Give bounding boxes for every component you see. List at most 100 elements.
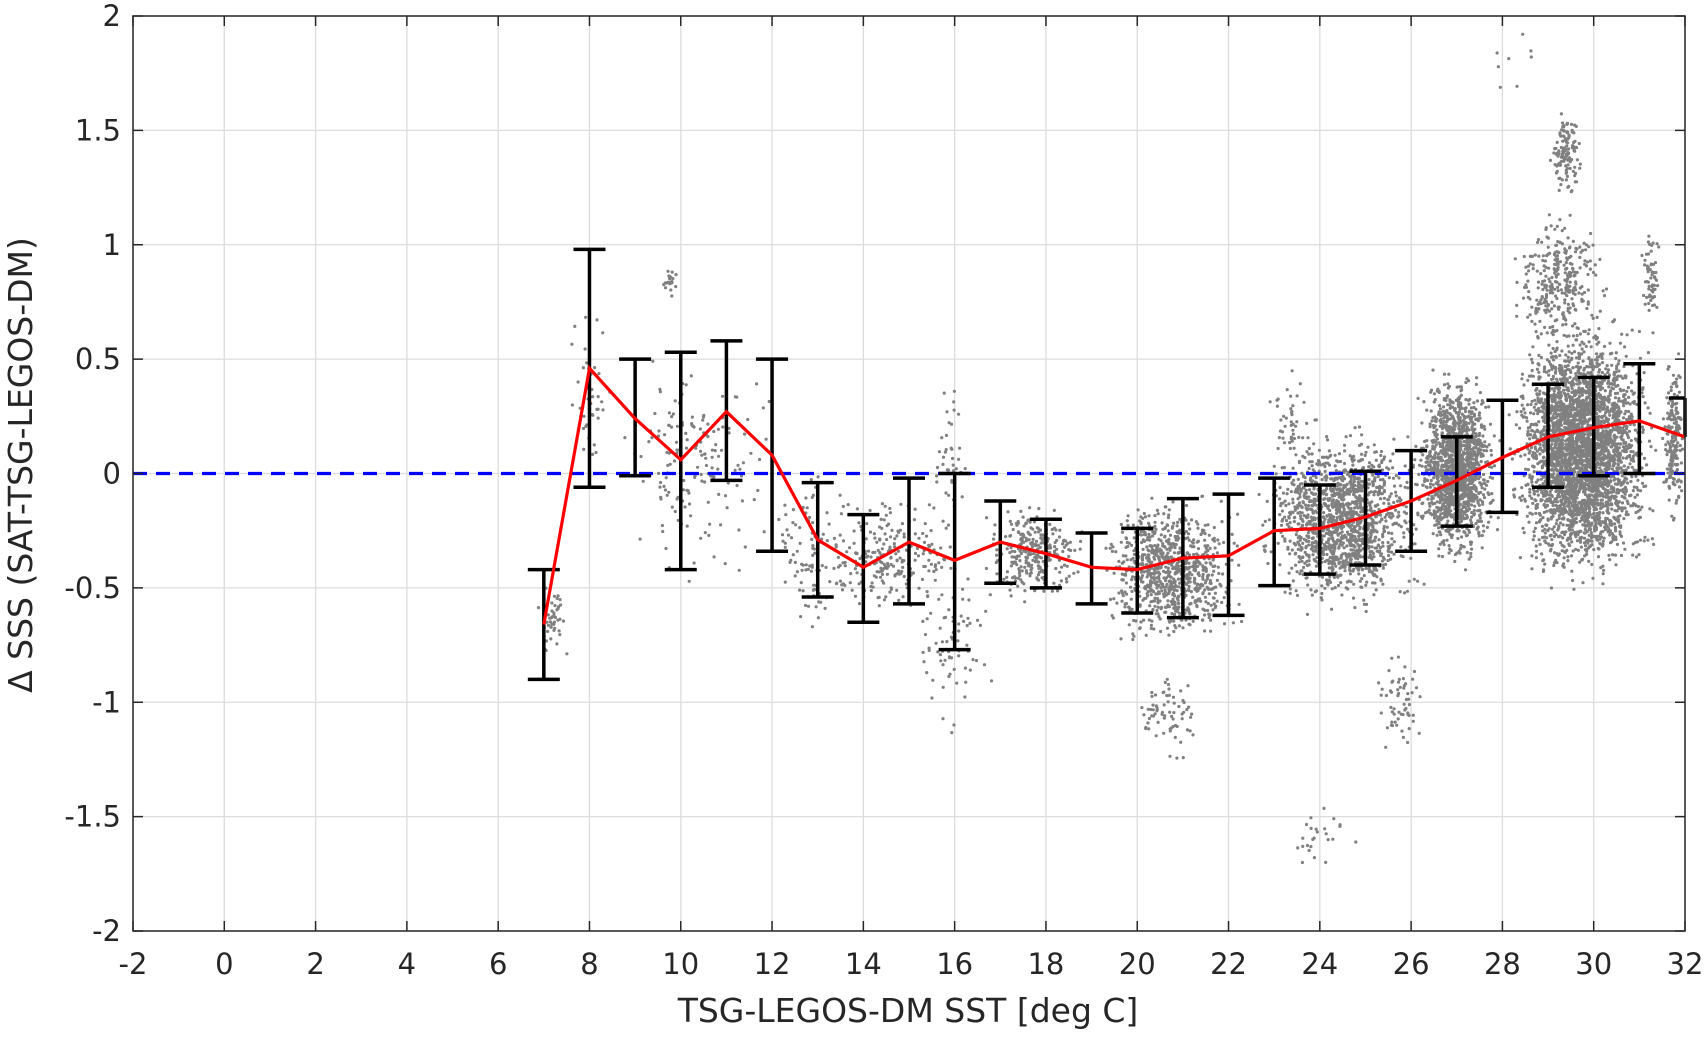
scatter-point — [1444, 528, 1448, 533]
scatter-point — [1024, 539, 1028, 543]
scatter-point — [852, 529, 856, 533]
scatter-point — [1406, 692, 1410, 696]
scatter-point — [1117, 591, 1121, 595]
scatter-point — [1173, 605, 1177, 609]
scatter-point — [1345, 482, 1349, 486]
scatter-point — [1488, 422, 1493, 426]
scatter-point — [1294, 589, 1298, 593]
scatter-point — [1472, 483, 1476, 488]
scatter-point — [1381, 535, 1385, 539]
scatter-point — [1481, 454, 1485, 458]
scatter-point — [866, 549, 871, 553]
scatter-point — [1021, 515, 1025, 519]
scatter-point — [1475, 399, 1480, 403]
scatter-point — [1209, 629, 1213, 633]
scatter-point — [1460, 535, 1464, 539]
scatter-point — [1485, 525, 1489, 530]
scatter-point — [810, 625, 815, 629]
scatter-point — [1344, 553, 1348, 557]
scatter-point — [897, 598, 901, 603]
scatter-point — [962, 619, 966, 624]
scatter-point — [1139, 522, 1143, 526]
scatter-point — [1022, 524, 1026, 528]
scatter-point — [1349, 478, 1353, 483]
scatter-point — [1011, 527, 1015, 532]
scatter-point — [1373, 489, 1377, 493]
scatter-point — [1174, 609, 1178, 613]
scatter-point — [1471, 454, 1475, 458]
scatter-point — [1286, 545, 1290, 550]
scatter-point — [1191, 619, 1195, 623]
scatter-point — [688, 502, 692, 506]
scatter-point — [699, 449, 703, 453]
scatter-point — [938, 626, 942, 630]
scatter-point — [929, 562, 934, 566]
scatter-point — [1171, 725, 1175, 729]
scatter-point — [1459, 514, 1464, 518]
scatter-point — [1313, 518, 1317, 522]
scatter-point — [1317, 448, 1321, 452]
scatter-point — [811, 553, 815, 558]
scatter-point — [1037, 530, 1041, 534]
scatter-point — [1177, 624, 1181, 628]
scatter-point — [1153, 531, 1157, 536]
scatter-point — [1186, 684, 1190, 688]
scatter-point — [1309, 845, 1313, 849]
scatter-point — [1299, 536, 1303, 540]
scatter-point — [1349, 476, 1353, 480]
scatter-point — [1469, 490, 1473, 494]
scatter-point — [1297, 459, 1302, 463]
scatter-point — [758, 457, 762, 462]
scatter-point — [1429, 458, 1433, 462]
scatter-point — [895, 588, 899, 592]
scatter-point — [1278, 485, 1282, 490]
scatter-point — [1290, 410, 1294, 415]
scatter-point — [1139, 620, 1143, 624]
scatter-point — [1439, 494, 1443, 499]
scatter-point — [1396, 515, 1400, 519]
scatter-point — [1345, 544, 1349, 548]
scatter-point — [1022, 540, 1026, 544]
scatter-point — [1285, 492, 1289, 496]
scatter-point — [901, 565, 905, 570]
scatter-point — [717, 492, 721, 496]
scatter-point — [1330, 587, 1334, 591]
scatter-point — [1040, 576, 1044, 580]
scatter-point — [1382, 496, 1386, 500]
scatter-point — [1221, 572, 1225, 576]
scatter-point — [1392, 540, 1396, 544]
scatter-point — [1336, 532, 1340, 536]
scatter-point — [1392, 437, 1396, 441]
scatter-point — [1136, 508, 1140, 512]
scatter-point — [1023, 589, 1027, 593]
scatter-point — [1203, 595, 1207, 599]
scatter-point — [1296, 477, 1300, 481]
scatter-point — [703, 480, 707, 484]
scatter-point — [1215, 551, 1219, 555]
scatter-point — [1309, 507, 1313, 512]
scatter-point — [1386, 498, 1390, 502]
scatter-point — [1330, 607, 1334, 611]
scatter-point — [1064, 543, 1068, 547]
scatter-point — [1305, 450, 1309, 454]
scatter-point — [1378, 549, 1382, 553]
scatter-point — [561, 619, 566, 623]
scatter-point — [1168, 754, 1172, 758]
scatter-point — [951, 463, 955, 467]
scatter-point — [1344, 586, 1348, 590]
scatter-point — [1431, 532, 1435, 536]
scatter-point — [1207, 592, 1211, 596]
scatter-point — [1171, 599, 1175, 604]
scatter-point — [1186, 536, 1190, 540]
scatter-point — [1186, 606, 1190, 610]
scatter-point — [1446, 491, 1451, 496]
scatter-point — [1073, 548, 1077, 553]
scatter-point — [1120, 589, 1124, 593]
scatter-point — [1168, 533, 1173, 537]
scatter-point — [1373, 546, 1377, 550]
scatter-point — [1340, 543, 1344, 547]
scatter-point — [1297, 435, 1301, 439]
scatter-point — [1285, 388, 1289, 392]
scatter-point — [1360, 452, 1364, 456]
scatter-point — [1356, 530, 1360, 534]
